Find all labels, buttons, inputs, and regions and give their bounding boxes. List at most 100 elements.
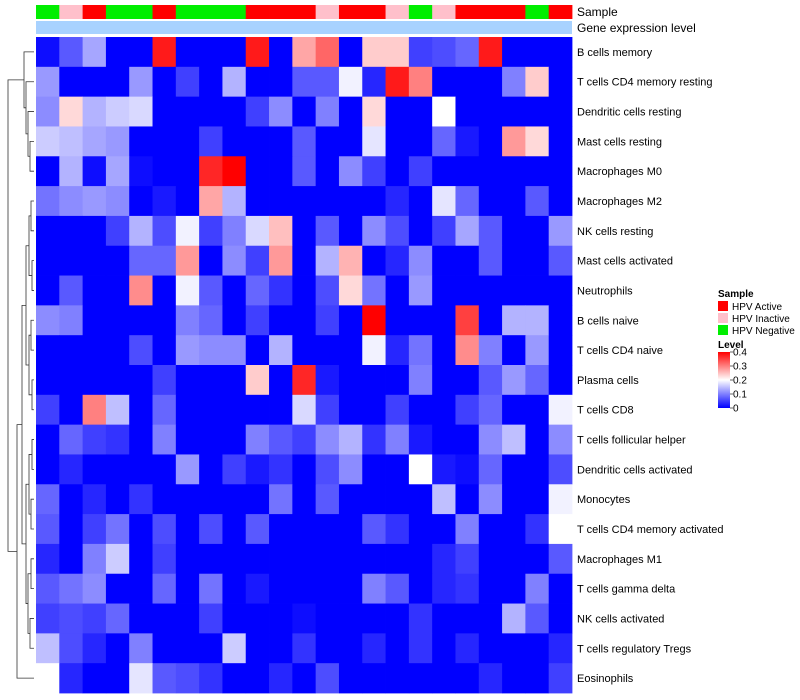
heatmap-cell <box>245 663 270 694</box>
row-label: Dendritic cells resting <box>577 107 682 119</box>
heatmap-cell <box>245 394 270 426</box>
heatmap-cell <box>59 424 84 455</box>
heatmap-cell <box>362 484 386 515</box>
heatmap-cell <box>502 305 526 336</box>
level-legend: Level 0.4 0.3 0.2 0.1 0 <box>718 340 747 415</box>
heatmap-cell <box>432 156 456 187</box>
heatmap-cell <box>36 424 60 455</box>
heatmap-cell <box>175 484 200 515</box>
heatmap-cell <box>478 484 503 515</box>
sample-annotation-cell <box>82 5 107 19</box>
heatmap-cell <box>408 96 433 127</box>
heatmap-cell <box>455 514 480 545</box>
heatmap-cell <box>408 514 433 545</box>
sample-legend-label: HPV Inactive <box>732 314 790 325</box>
heatmap-cell <box>59 96 84 127</box>
heatmap-cell <box>548 543 573 575</box>
heatmap-cell <box>455 603 480 634</box>
heatmap-cell <box>408 66 433 98</box>
heatmap-cell <box>292 543 317 575</box>
heatmap-cell <box>245 543 270 575</box>
heatmap-cell <box>82 66 107 98</box>
heatmap-cells <box>36 37 573 694</box>
heatmap-cell <box>59 514 84 545</box>
heatmap-cell <box>478 186 503 217</box>
dendrogram-branch <box>28 454 32 515</box>
heatmap-cell <box>175 305 200 336</box>
heatmap-cell <box>175 394 200 426</box>
heatmap-cell <box>315 543 340 575</box>
sample-annotation-cell <box>455 5 480 19</box>
row-label: B cells naive <box>577 315 639 327</box>
heatmap-cell <box>59 156 84 187</box>
heatmap-cell <box>36 365 60 396</box>
heatmap-cell <box>525 454 550 485</box>
sample-annotation-cell <box>432 5 456 19</box>
heatmap-cell <box>269 514 293 545</box>
heatmap-cell <box>36 484 60 515</box>
heatmap-cell <box>199 186 223 217</box>
sample-annotation-bar <box>36 5 573 19</box>
heatmap-cell <box>245 424 270 455</box>
heatmap-cell <box>59 66 84 98</box>
heatmap-cell <box>408 186 433 217</box>
heatmap-cell <box>222 305 247 336</box>
heatmap-cell <box>525 543 550 575</box>
heatmap-cell <box>36 96 60 127</box>
heatmap-cell <box>129 37 153 68</box>
sample-annotation-cell <box>59 5 84 19</box>
heatmap-cell <box>548 454 573 485</box>
heatmap-cell <box>315 156 340 187</box>
heatmap-cell <box>455 573 480 604</box>
heatmap-cell <box>175 454 200 485</box>
heatmap-cell <box>82 365 107 396</box>
heatmap-cell <box>222 603 247 634</box>
heatmap-cell <box>338 186 363 217</box>
heatmap-cell <box>548 96 573 127</box>
sample-annotation-cell <box>222 5 247 19</box>
heatmap-cell <box>432 633 456 664</box>
heatmap-cell <box>222 335 247 366</box>
dendrogram-branch <box>30 558 34 590</box>
heatmap-cell <box>432 305 456 336</box>
heatmap-cell <box>292 156 317 187</box>
sample-annotation-cell <box>385 5 410 19</box>
heatmap-cell <box>222 573 247 604</box>
heatmap-cell <box>36 633 60 664</box>
heatmap-cell <box>502 663 526 694</box>
heatmap-cell <box>455 454 480 485</box>
heatmap-cell <box>338 573 363 604</box>
heatmap-cell <box>152 186 177 217</box>
dendrogram-branch <box>28 215 32 276</box>
heatmap-cell <box>502 245 526 276</box>
heatmap-cell <box>548 484 573 515</box>
row-label: NK cells resting <box>577 226 653 238</box>
heatmap-cell <box>432 335 456 366</box>
heatmap-cell <box>269 335 293 366</box>
heatmap-cell <box>105 245 130 276</box>
heatmap-cell <box>548 365 573 396</box>
heatmap-cell <box>548 275 573 306</box>
heatmap-cell <box>152 245 177 276</box>
heatmap-cell <box>222 96 247 127</box>
heatmap-cell <box>525 96 550 127</box>
sample-annotation-cell <box>525 5 550 19</box>
heatmap-cell <box>385 37 410 68</box>
sample-legend-swatch <box>718 301 728 311</box>
heatmap-cell <box>385 573 410 604</box>
heatmap-cell <box>408 275 433 306</box>
heatmap-cell <box>82 215 107 247</box>
heatmap-cell <box>315 514 340 545</box>
heatmap-cell <box>315 663 340 694</box>
heatmap-cell <box>548 394 573 426</box>
heatmap-cell <box>502 633 526 664</box>
heatmap-cell <box>199 275 223 306</box>
heatmap-cell <box>175 424 200 455</box>
heatmap-cell <box>199 514 223 545</box>
heatmap-cell <box>269 633 293 664</box>
heatmap-cell <box>269 186 293 217</box>
heatmap-cell <box>385 603 410 634</box>
heatmap-cell <box>502 365 526 396</box>
heatmap-cell <box>152 126 177 157</box>
heatmap-cell <box>315 66 340 98</box>
